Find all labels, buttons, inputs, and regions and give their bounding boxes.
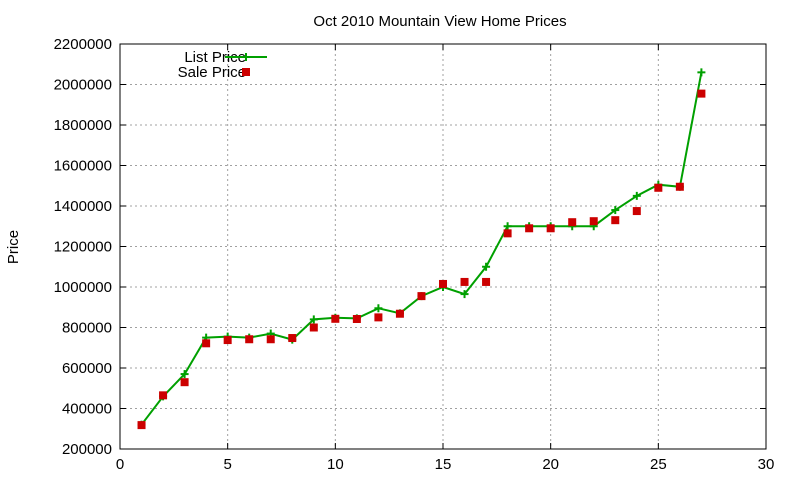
- chart-title: Oct 2010 Mountain View Home Prices: [313, 13, 566, 30]
- sale-price-point: [589, 217, 598, 226]
- y-tick-label: 2200000: [54, 36, 112, 53]
- sale-price-point: [309, 323, 318, 332]
- sale-price-point: [439, 279, 447, 288]
- y-tick-label: 800000: [62, 320, 112, 337]
- list-price-point: [611, 206, 620, 215]
- list-price-point: [503, 222, 512, 231]
- x-tick-label: 10: [327, 456, 344, 473]
- sale-price-point: [245, 335, 254, 344]
- sale-price-point: [697, 89, 706, 98]
- x-tick-label: 25: [650, 456, 667, 473]
- sale-price-point: [611, 216, 620, 225]
- y-tick-label: 1200000: [54, 239, 112, 256]
- sale-price-series: [137, 89, 706, 430]
- list-price-point: [632, 191, 641, 200]
- sale-price-point: [546, 224, 555, 233]
- x-tick-label: 5: [223, 456, 231, 473]
- sale-price-point: [202, 339, 211, 348]
- sale-price-point: [137, 421, 146, 430]
- y-tick-label: 1800000: [54, 117, 112, 134]
- x-tick-label: 20: [542, 456, 559, 473]
- grid-lines: [120, 44, 766, 449]
- list-price-point: [460, 290, 469, 299]
- x-tick-label: 30: [758, 456, 775, 473]
- y-tick-label: 400000: [62, 401, 112, 418]
- sale-price-point: [675, 182, 684, 191]
- y-axis-label: Price: [5, 230, 22, 264]
- sale-price-point: [395, 309, 404, 318]
- axes: 0 5 10 15 20 25 30 200000 400000 600000 800000 1000…: [54, 36, 775, 473]
- y-tick-label: 1400000: [54, 198, 112, 215]
- sale-price-point: [288, 334, 297, 343]
- sale-price-point: [331, 314, 340, 323]
- legend-label-sale-price: Sale Price: [178, 64, 246, 81]
- list-price-point: [309, 315, 318, 324]
- list-price-point: [374, 304, 383, 313]
- sale-price-point: [525, 224, 534, 233]
- list-price-point: [697, 68, 706, 77]
- list-price-point: [180, 370, 189, 379]
- sale-price-point: [159, 391, 168, 400]
- sale-price-point: [266, 335, 275, 344]
- legend-swatch-sale-price: [242, 68, 250, 76]
- legend-label-list-price: List Price: [184, 49, 246, 66]
- sale-price-point: [417, 292, 426, 301]
- y-tick-label: 1000000: [54, 279, 112, 296]
- list-price-series: [137, 68, 706, 429]
- y-tick-label: 2000000: [54, 77, 112, 94]
- y-tick-label: 200000: [62, 441, 112, 458]
- x-tick-label: 0: [116, 456, 124, 473]
- y-tick-label: 600000: [62, 360, 112, 377]
- sale-price-point: [223, 336, 232, 345]
- sale-price-point: [654, 183, 663, 192]
- sale-price-point: [180, 378, 189, 387]
- sale-price-point: [632, 207, 641, 216]
- sale-price-point: [352, 314, 361, 323]
- sale-price-point: [460, 277, 469, 286]
- list-price-point: [482, 262, 491, 271]
- sale-price-point: [568, 218, 577, 227]
- sale-price-point: [503, 229, 512, 238]
- y-tick-label: 1600000: [54, 158, 112, 175]
- sale-price-point: [482, 277, 491, 286]
- x-tick-label: 15: [435, 456, 452, 473]
- sale-price-point: [374, 313, 383, 322]
